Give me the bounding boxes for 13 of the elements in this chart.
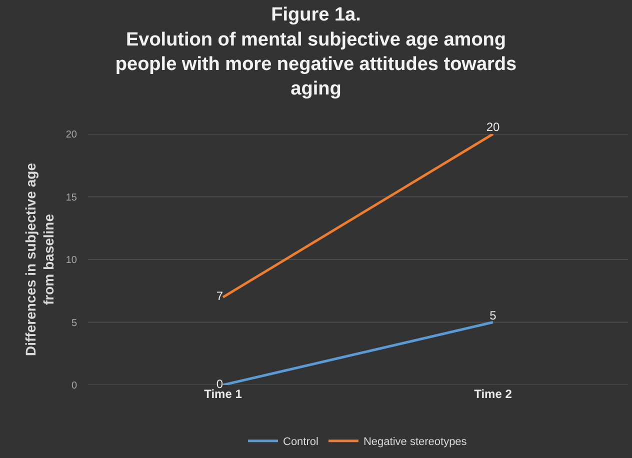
legend-label: Negative stereotypes [363, 436, 468, 448]
data-label: 20 [486, 120, 500, 134]
y-tick-label: 0 [71, 380, 78, 392]
x-tick-label: Time 2 [474, 387, 512, 401]
data-label: 5 [490, 308, 497, 322]
y-tick-label: 10 [66, 255, 78, 266]
y-tick-label: 15 [66, 192, 78, 204]
legend-label: Control [283, 436, 318, 448]
y-axis-title: Differences in subjective age from baseline [22, 162, 56, 356]
y-tick-label: 20 [66, 130, 78, 140]
chart-title: Figure 1a. Evolution of mental subjective age among people with more negative attitudes towards aging [115, 4, 517, 100]
data-label: 7 [216, 289, 224, 304]
y-tick-label: 5 [71, 318, 78, 329]
